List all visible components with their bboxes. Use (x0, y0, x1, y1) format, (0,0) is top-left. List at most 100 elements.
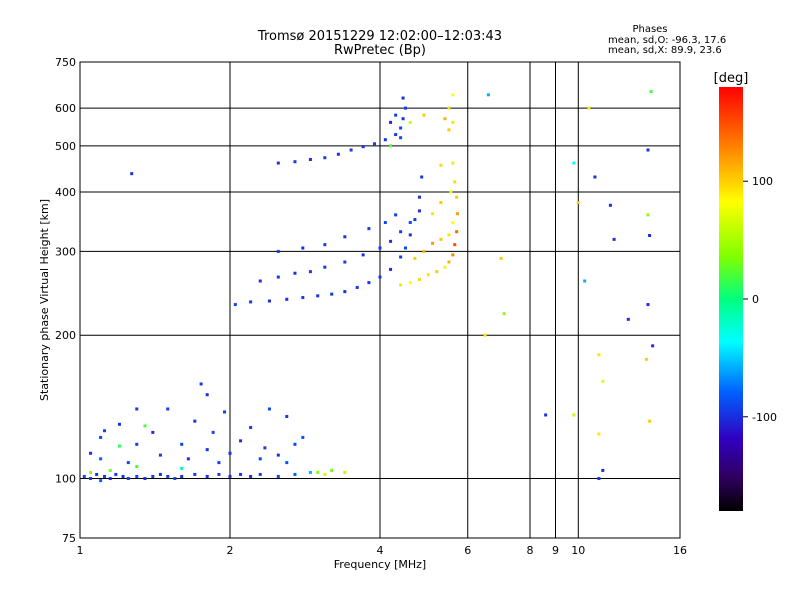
echo-point (117, 422, 121, 426)
echo-point (301, 246, 305, 250)
echo-point (135, 474, 139, 478)
echo-point (330, 292, 334, 296)
echo-point (648, 419, 652, 423)
echo-point (258, 472, 262, 476)
echo-point (403, 106, 407, 110)
echo-point (223, 410, 227, 414)
echo-point (449, 190, 453, 194)
echo-point (151, 474, 155, 478)
echo-point (336, 152, 340, 156)
colorbar-tick-label: -100 (752, 411, 777, 424)
echo-point (597, 477, 601, 481)
echo-point (276, 275, 280, 279)
phases-o-line: mean, sd,O: -96.3, 17.6 (608, 35, 726, 46)
echo-point (544, 413, 548, 417)
echo-point (593, 175, 597, 179)
echo-point (158, 472, 162, 476)
echo-point (583, 279, 587, 283)
echo-point (301, 435, 305, 439)
y-tick-labels: 75 100 200 300 400 500 600 750 (55, 56, 76, 545)
echo-point (439, 201, 443, 205)
plot-frame (79, 61, 681, 539)
echo-point (343, 235, 347, 239)
echo-point (205, 448, 209, 452)
echo-point (276, 161, 280, 165)
echo-point (258, 457, 262, 461)
echo-point (121, 474, 125, 478)
echo-point (166, 407, 170, 411)
echo-point (211, 430, 215, 434)
phases-x-line: mean, sd,X: 89.9, 23.6 (608, 45, 722, 56)
echo-point (103, 474, 107, 478)
echo-point (343, 260, 347, 264)
x-tick-label: 10 (571, 544, 585, 557)
echo-point (301, 296, 305, 300)
echo-point (228, 474, 232, 478)
colorbar-tick-label: 0 (752, 293, 759, 306)
y-tick-label: 100 (55, 473, 76, 486)
echo-point (383, 138, 387, 142)
echo-point (361, 145, 365, 149)
colorbar (719, 87, 743, 511)
echo-point (293, 160, 297, 164)
chart-title: Tromsø 20151229 12:02:00–12:03:43 (257, 29, 502, 44)
echo-point (239, 472, 243, 476)
echo-point (217, 472, 221, 476)
echo-point (126, 477, 130, 481)
echo-point (378, 246, 382, 250)
echo-point (417, 209, 421, 213)
echo-point (572, 413, 576, 417)
echo-point (502, 312, 506, 316)
echo-point (608, 203, 612, 207)
echo-point (601, 468, 605, 472)
echo-point (451, 120, 455, 124)
echo-point (443, 117, 447, 121)
echo-point (293, 472, 297, 476)
echo-point (646, 303, 650, 307)
echo-point (343, 470, 347, 474)
echo-point (389, 239, 393, 243)
y-axis-label: Stationary phase Virtual Height [km] (38, 199, 51, 401)
echo-point (649, 90, 653, 94)
echo-point (323, 472, 327, 476)
echo-point (408, 233, 412, 237)
echo-point (316, 294, 320, 298)
y-tick-label: 300 (55, 245, 76, 258)
echo-point (408, 281, 412, 285)
echo-point (99, 457, 103, 461)
echo-point (166, 474, 170, 478)
echo-point (367, 281, 371, 285)
echo-point (89, 470, 93, 474)
chart-subtitle: RwPretec (Bp) (334, 43, 426, 58)
echo-point (439, 163, 443, 167)
echo-point (399, 255, 403, 259)
grid-lines (80, 62, 680, 538)
data-points (82, 90, 655, 483)
echo-point (453, 180, 457, 184)
echo-point (267, 299, 271, 303)
echo-point (612, 237, 616, 241)
echo-point (389, 144, 393, 148)
echo-point (587, 106, 591, 110)
echo-point (483, 333, 487, 337)
echo-point (361, 253, 365, 257)
y-tick-label: 600 (55, 102, 76, 115)
echo-point (293, 271, 297, 275)
echo-point (249, 300, 253, 304)
y-tick-label: 200 (55, 329, 76, 342)
echo-point (95, 472, 99, 476)
echo-point (455, 230, 459, 234)
x-axis-label: Frequency [MHz] (334, 558, 426, 571)
x-tick-label: 2 (227, 544, 234, 557)
echo-point (447, 128, 451, 132)
echo-point (276, 474, 280, 478)
echo-point (601, 379, 605, 383)
echo-point (401, 96, 405, 100)
echo-point (82, 474, 86, 478)
echo-point (285, 414, 289, 418)
echo-point (431, 241, 435, 245)
x-tick-label: 1 (77, 544, 84, 557)
echo-point (399, 126, 403, 130)
echo-point (126, 461, 130, 465)
echo-point (455, 212, 459, 216)
